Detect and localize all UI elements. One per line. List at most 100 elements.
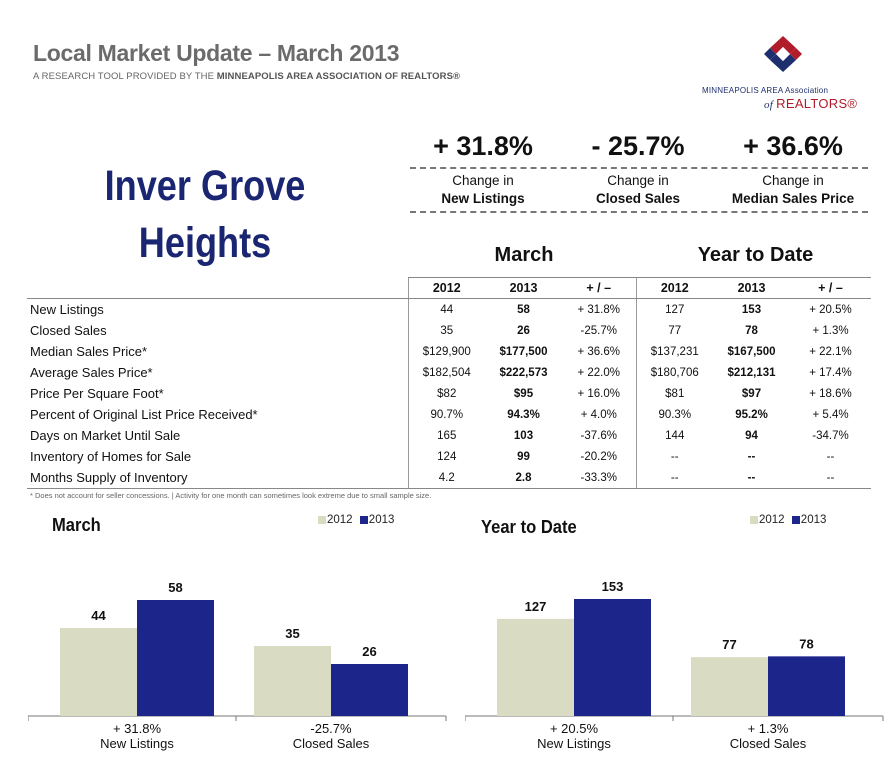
table-row: Percent of Original List Price Received*… (27, 404, 871, 425)
cell-ytd-2013: $167,500 (727, 345, 776, 358)
cell-ytd-2012: $137,231 (635, 341, 713, 362)
kpi-value: + 36.6% (743, 131, 843, 161)
cell-march-2012: 4.2 (407, 467, 485, 489)
cell-ytd-2012: 77 (635, 320, 713, 341)
cell-march-change: + 31.8% (577, 303, 621, 316)
chart-title-march: March (52, 515, 101, 535)
legend-label: 2012 (327, 514, 353, 526)
cell-march-2013: 26 (517, 324, 530, 337)
cell-march-2012: 124 (407, 446, 485, 467)
legend-swatch-2013 (791, 515, 800, 524)
cell-march-change: -37.6% (580, 429, 617, 442)
bar-2013 (137, 600, 214, 716)
col-header-2012: 2012 (407, 277, 485, 299)
kpi-closed-sales: - 25.7% Change in Closed Sales (563, 130, 713, 208)
cell-march-2012: $129,900 (407, 341, 485, 362)
logo-line1: MINNEAPOLIS AREA Association (702, 86, 829, 95)
row-label: New Listings (30, 302, 104, 317)
cell-ytd-2013: -- (747, 450, 756, 463)
realtors-logo-icon (764, 36, 802, 72)
realtors-logo: MINNEAPOLIS AREA Association of REALTORS® (702, 34, 872, 114)
cell-march-2013: $222,573 (499, 366, 548, 379)
data-label: 44 (91, 608, 106, 623)
bar-2013 (331, 664, 408, 716)
data-label: 78 (799, 636, 813, 651)
table-row: Days on Market Until Sale 165 103 -37.6%… (27, 425, 871, 446)
report-title: Local Market Update – March 2013 (33, 40, 400, 66)
footnote: * Does not account for seller concession… (30, 491, 432, 500)
legend-ytd: 2012 2013 (746, 514, 826, 526)
data-label: 26 (362, 644, 376, 659)
row-label: Closed Sales (30, 323, 107, 338)
legend-swatch-2012 (750, 515, 758, 524)
header-blank (27, 277, 408, 299)
cell-ytd-2012: 127 (635, 298, 713, 320)
kpi-value: + 31.8% (433, 131, 533, 161)
cell-march-2012: 35 (407, 320, 485, 341)
cell-ytd-2013: -- (713, 467, 790, 489)
chart-title-ytd: Year to Date (481, 517, 577, 537)
bar-chart-march: 44 58 + 31.8%New Listings 35 26 -25.7%Closed … (28, 580, 447, 751)
cell-ytd-change: + 17.4% (809, 366, 852, 379)
table-row: Average Sales Price* $182,504 $222,573 +… (27, 362, 871, 383)
category-label: Closed Sales (293, 736, 370, 751)
cell-march-2013: 58 (517, 303, 530, 316)
cell-march-2012: 90.7% (407, 404, 485, 425)
cell-march-change: + 22.0% (577, 366, 621, 379)
row-label: Percent of Original List Price Received* (30, 407, 258, 422)
logo-of: of (764, 99, 774, 111)
row-label: Months Supply of Inventory (27, 467, 408, 489)
data-label: 153 (602, 579, 624, 594)
cell-ytd-2012: 144 (635, 425, 713, 446)
cell-ytd-change: + 20.5% (809, 303, 852, 316)
cell-march-change: + 36.6% (577, 345, 621, 358)
bar-2012 (60, 628, 137, 716)
cell-march-2013: 103 (513, 429, 534, 442)
kpi-new-listings: + 31.8% Change in New Listings (408, 130, 558, 208)
cell-march-2012: 165 (407, 425, 485, 446)
legend-label: 2012 (759, 514, 785, 526)
cell-march-2012: $182,504 (407, 362, 485, 383)
change-label: + 20.5% (550, 721, 599, 736)
change-label: + 1.3% (748, 721, 789, 736)
cell-ytd-2013: $212,131 (727, 366, 776, 379)
city-line1: Inver Grove (104, 162, 306, 210)
bar-2012 (254, 646, 331, 716)
data-label: 77 (722, 637, 736, 652)
cell-march-2013: 94.3% (507, 408, 540, 421)
dashed-divider (410, 167, 868, 169)
bar-2012 (691, 657, 768, 716)
row-label: Median Sales Price* (30, 344, 148, 359)
row-label: Average Sales Price* (30, 365, 153, 380)
cell-ytd-2012: -- (635, 467, 713, 489)
cell-march-change: + 16.0% (577, 387, 621, 400)
bar-2013 (768, 656, 845, 716)
cell-ytd-change: -- (826, 450, 835, 463)
col-header-ytd-change: + / – (790, 277, 871, 299)
category-label: New Listings (537, 736, 611, 751)
kpi-median-price: + 36.6% Change in Median Sales Price (718, 130, 868, 208)
cell-march-2012: 44 (407, 298, 485, 320)
table-header-row: 2012 2013 + / – 2012 2013 + / – (27, 277, 871, 299)
legend-march: 2012 2013 (314, 514, 394, 526)
table-row: New Listings 44 58 + 31.8% 127 153 + 20.… (27, 298, 871, 320)
cell-ytd-change: + 22.1% (809, 345, 852, 358)
col-header-ytd-2013: 2013 (713, 277, 790, 299)
cell-march-change: -25.7% (580, 324, 617, 337)
cell-ytd-2013: 94 (745, 429, 758, 442)
bar-2013 (574, 599, 651, 716)
data-label: 35 (285, 626, 299, 641)
kpi-label: Change in New Listings (441, 173, 525, 206)
bar-chart-ytd: 127 153 + 20.5%New Listings 77 78 + 1.3%Close… (465, 579, 884, 751)
kpi-value: - 25.7% (591, 131, 685, 161)
bar-2012 (497, 618, 574, 716)
row-label: Days on Market Until Sale (30, 428, 181, 443)
city-name: Inver Grove Heights (66, 158, 343, 272)
stats-table: 2012 2013 + / – 2012 2013 + / – New List… (27, 277, 871, 489)
group-header-march: March (494, 244, 554, 266)
group-header-ytd: Year to Date (697, 244, 814, 266)
cell-march-2013: $177,500 (499, 345, 548, 358)
table-row: Months Supply of Inventory 4.2 2.8 -33.3… (27, 467, 871, 489)
cell-march-2013: 2.8 (485, 467, 562, 489)
data-label: 127 (525, 599, 547, 614)
